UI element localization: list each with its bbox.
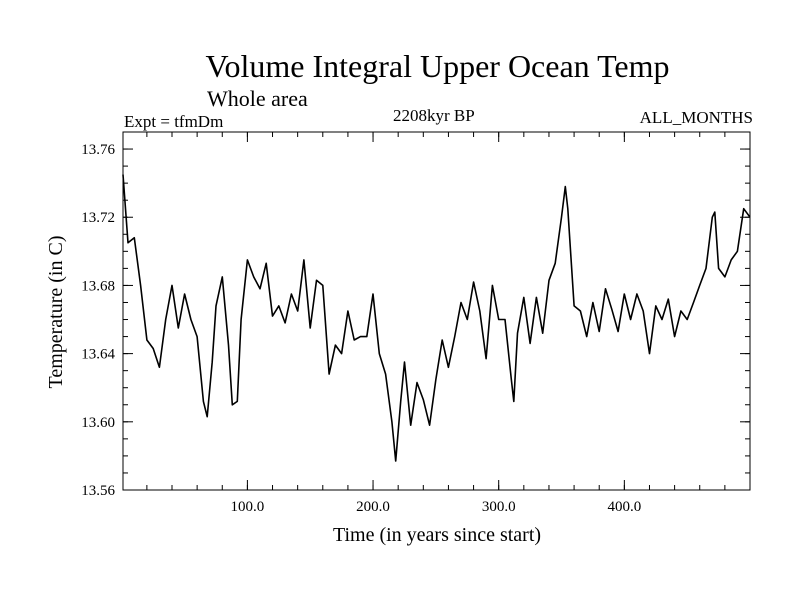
x-tick-label: 300.0 (482, 499, 516, 515)
x-tick-label: 100.0 (231, 499, 265, 515)
y-axis-ticks: 13.56 13.60 13.64 13.68 13.72 13.76 (81, 142, 750, 499)
x-tick-label: 400.0 (607, 499, 641, 515)
period-label: 2208kyr BP (393, 106, 475, 125)
x-axis-label: Time (in years since start) (333, 524, 541, 546)
y-minor-ticks (123, 131, 750, 491)
x-minor-ticks (146, 132, 726, 490)
series-line (122, 174, 751, 462)
chart-title: Volume Integral Upper Ocean Temp (205, 48, 670, 84)
y-tick-label: 13.60 (81, 415, 115, 431)
x-axis-ticks: 100.0 200.0 300.0 400.0 (231, 132, 641, 515)
plot-frame (122, 131, 751, 491)
x-tick-label: 200.0 (356, 499, 390, 515)
chart-subtitle: Whole area (207, 86, 308, 111)
months-label: ALL_MONTHS (639, 108, 753, 127)
y-axis-label: Temperature (in C) (45, 236, 67, 389)
y-tick-label: 13.56 (81, 483, 115, 499)
y-tick-label: 13.68 (81, 278, 115, 294)
y-tick-label: 13.64 (81, 347, 115, 363)
y-tick-label: 13.76 (81, 142, 115, 158)
y-tick-label: 13.72 (81, 210, 115, 226)
experiment-label: Expt = tfmDm (124, 112, 224, 131)
